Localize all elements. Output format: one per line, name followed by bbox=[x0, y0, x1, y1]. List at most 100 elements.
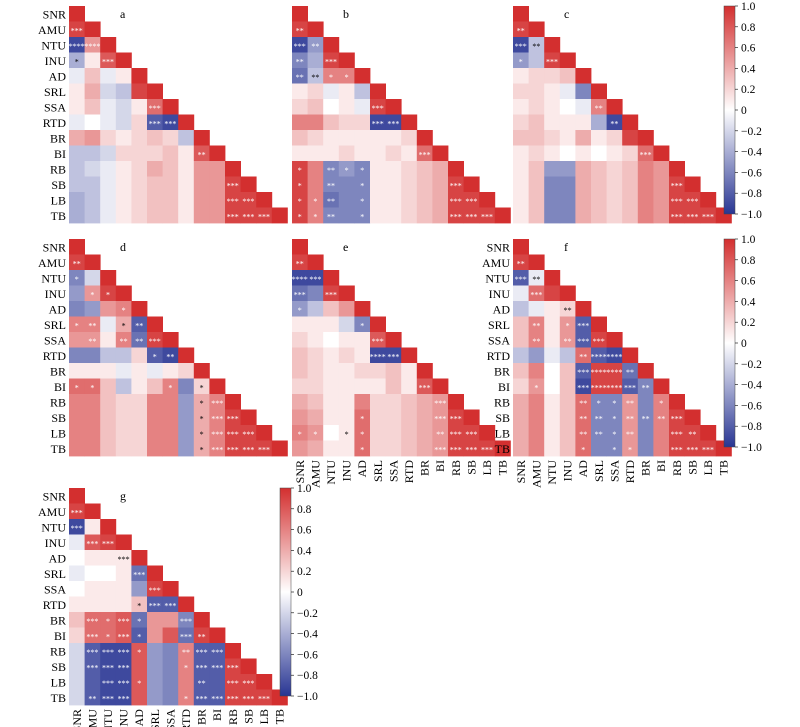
cell-b-ntu-snr bbox=[292, 37, 308, 53]
cell-g-sb-ntu bbox=[100, 658, 117, 675]
significance-marker: ** bbox=[532, 42, 540, 51]
cell-e-bi-ssa bbox=[385, 378, 402, 395]
x-tick-label: SSA bbox=[163, 709, 177, 727]
significance-marker: *** bbox=[325, 290, 337, 299]
significance-marker: ** bbox=[532, 321, 540, 330]
cell-e-ssa-snr bbox=[292, 332, 308, 348]
cell-d-tb-rb bbox=[225, 440, 241, 457]
cell-g-ntu-snr bbox=[69, 519, 85, 535]
cell-a-rtd-srl bbox=[147, 114, 163, 131]
cell-c-rtd-snr bbox=[513, 114, 529, 131]
cell-a-ssa-srl bbox=[147, 99, 163, 115]
significance-marker: * bbox=[75, 321, 79, 330]
significance-marker: * bbox=[360, 197, 364, 206]
cell-g-rtd-ad bbox=[131, 596, 148, 613]
significance-marker: ** bbox=[198, 150, 206, 159]
cell-c-lb-snr bbox=[513, 192, 529, 208]
cell-a-ssa-ntu bbox=[100, 99, 117, 115]
cell-a-ssa-ssa bbox=[162, 99, 179, 115]
cell-b-rtd-ntu bbox=[323, 114, 340, 131]
significance-marker: *** bbox=[387, 119, 399, 128]
significance-marker: **** bbox=[69, 42, 85, 51]
cell-c-rtd-amu bbox=[528, 114, 545, 131]
cell-g-inu-inu bbox=[115, 534, 132, 551]
significance-marker: *** bbox=[242, 430, 254, 439]
cell-c-rb-snr bbox=[513, 161, 529, 177]
cell-c-lb-bi bbox=[653, 192, 670, 208]
cell-c-bi-rtd bbox=[622, 145, 639, 162]
cell-a-ssa-inu bbox=[115, 99, 132, 115]
cell-g-ssa-amu bbox=[84, 581, 101, 597]
cell-c-ad-amu bbox=[528, 68, 545, 84]
cell-f-tb-ssa bbox=[606, 440, 623, 457]
y-tick-label: NTU bbox=[41, 520, 66, 534]
cell-c-br-ntu bbox=[544, 130, 561, 146]
significance-marker: ** bbox=[327, 166, 335, 175]
cell-a-br-ntu bbox=[100, 130, 117, 146]
cell-g-rtd-ntu bbox=[100, 596, 117, 613]
significance-marker: *** bbox=[258, 445, 270, 454]
cell-b-ntu-ntu bbox=[323, 37, 340, 53]
significance-marker: **** bbox=[606, 352, 622, 361]
cell-f-srl-srl bbox=[591, 316, 607, 333]
y-tick-label: SSA bbox=[488, 333, 510, 347]
cell-e-tb-snr bbox=[292, 440, 308, 457]
significance-marker: *** bbox=[515, 275, 527, 284]
x-tick-label: SNR bbox=[514, 460, 528, 483]
cell-g-rb-ntu bbox=[100, 643, 117, 659]
significance-marker: *** bbox=[86, 632, 98, 641]
cell-f-bi-ntu bbox=[544, 378, 561, 395]
cell-c-rtd-ntu bbox=[544, 114, 561, 131]
significance-marker: * bbox=[184, 694, 188, 703]
y-tick-label: AD bbox=[493, 302, 511, 316]
significance-marker: *** bbox=[71, 26, 83, 35]
cell-d-rtd-rtd bbox=[178, 347, 195, 364]
cell-c-lb-lb bbox=[700, 192, 717, 208]
cell-f-lb-amu bbox=[528, 425, 545, 441]
cell-c-ad-ad bbox=[575, 68, 592, 84]
significance-marker: *** bbox=[227, 212, 239, 221]
cell-g-rb-ad bbox=[131, 643, 148, 659]
cell-d-tb-snr bbox=[69, 440, 85, 457]
x-tick-label: TB bbox=[717, 460, 731, 475]
y-tick-label: RB bbox=[50, 162, 66, 176]
x-tick-label: AD bbox=[132, 709, 146, 727]
cell-e-tb-ad bbox=[354, 440, 371, 457]
cell-c-rb-bi bbox=[653, 161, 670, 177]
significance-marker: ** bbox=[642, 414, 650, 423]
cell-e-sb-rtd bbox=[401, 409, 418, 426]
significance-marker: *** bbox=[372, 119, 384, 128]
cell-c-ssa-ad bbox=[575, 99, 592, 115]
cell-e-lb-inu bbox=[338, 425, 355, 441]
cell-e-br-ssa bbox=[385, 363, 402, 379]
cell-a-tb-tb bbox=[271, 207, 288, 224]
cell-g-srl-ad bbox=[131, 565, 148, 582]
cell-e-sb-ntu bbox=[323, 409, 340, 426]
cell-a-tb-rb bbox=[225, 207, 241, 224]
y-tick-label: RTD bbox=[43, 116, 67, 130]
cell-f-ad-ad bbox=[575, 301, 592, 317]
cell-c-srl-snr bbox=[513, 83, 529, 100]
cell-d-lb-amu bbox=[84, 425, 101, 441]
cell-b-tb-srl bbox=[370, 207, 386, 224]
cell-a-lb-ntu bbox=[100, 192, 117, 208]
cell-b-lb-inu bbox=[338, 192, 355, 208]
cell-g-bi-srl bbox=[147, 627, 163, 644]
cell-f-tb-snr bbox=[513, 440, 529, 457]
cell-b-lb-sb bbox=[463, 192, 480, 208]
significance-marker: *** bbox=[450, 212, 462, 221]
cell-d-tb-inu bbox=[115, 440, 132, 457]
cell-f-lb-ssa bbox=[606, 425, 623, 441]
panel-label: f bbox=[564, 240, 568, 254]
cell-a-lb-br bbox=[193, 192, 210, 208]
cell-c-lb-srl bbox=[591, 192, 607, 208]
y-tick-label: SRL bbox=[44, 85, 66, 99]
cell-g-ssa-ssa bbox=[162, 581, 179, 597]
cell-e-rtd-ad bbox=[354, 347, 371, 364]
cell-a-ssa-ad bbox=[131, 99, 148, 115]
colorbar-tick-label: −0.6 bbox=[741, 167, 762, 179]
cell-a-rtd-ssa bbox=[162, 114, 179, 131]
cell-b-srl-ntu bbox=[323, 83, 340, 100]
cell-c-ntu-snr bbox=[513, 37, 529, 53]
